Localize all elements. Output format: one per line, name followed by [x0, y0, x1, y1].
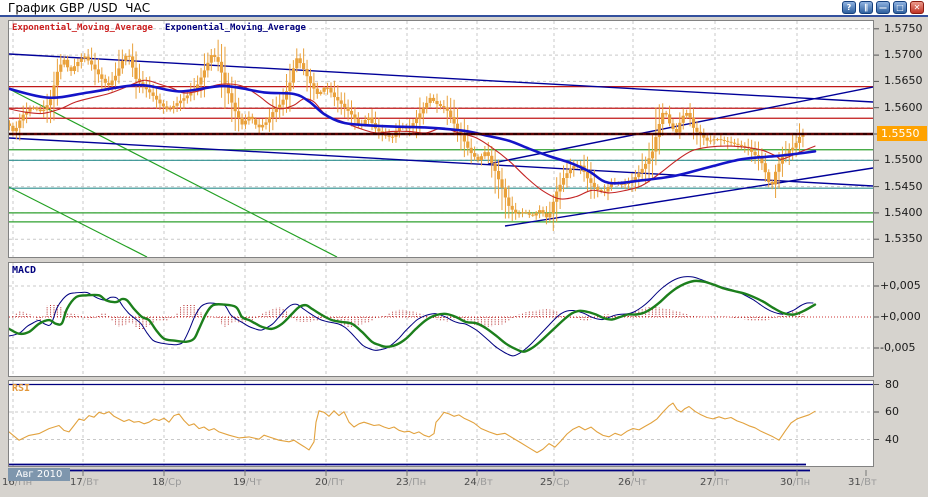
maximize-button[interactable]: □ [893, 1, 907, 14]
minimize-button[interactable]: — [876, 1, 890, 14]
macd-label: MACD [12, 265, 37, 276]
price-chart-panel[interactable]: Exponential_Moving_Average Exponential_M… [8, 20, 874, 258]
ema-slow-label: Exponential_Moving_Average [165, 23, 306, 33]
date-label: 19/Чт [233, 477, 262, 488]
date-label: 16/Пн [2, 477, 33, 488]
date-label: 24/Вт [464, 477, 493, 488]
month-badge: Авг 2010 [8, 468, 70, 481]
date-label: 18/Ср [152, 477, 182, 488]
price-axis-label: 1.5350 [884, 232, 923, 246]
price-axis-label: 1.5450 [884, 179, 923, 193]
macd-axis-label: +0,005 [880, 279, 921, 292]
window-controls: ? ∥ — □ ✕ [842, 1, 924, 14]
pin-button[interactable]: ∥ [859, 1, 873, 14]
macd-axis-label: -0,005 [880, 341, 916, 354]
time-axis[interactable]: Авг 2010 16/Пн 17/Вт 18/Ср 19/Чт 20/Пт 23/Пн 2… [0, 468, 928, 497]
date-label: 20/Пт [315, 477, 345, 488]
date-label: 23/Пн [396, 477, 427, 488]
help-button[interactable]: ? [842, 1, 856, 14]
price-axis-label: 1.5600 [884, 100, 923, 114]
macd-panel[interactable]: MACD [8, 262, 874, 377]
price-axis-label: 1.5650 [884, 74, 923, 88]
ema-fast-label: Exponential_Moving_Average [12, 23, 153, 33]
date-label: 25/Ср [540, 477, 570, 488]
current-price-tag: 1.5550 [877, 126, 927, 141]
titlebar-divider [0, 15, 928, 17]
price-axis-label: 1.5750 [884, 21, 923, 35]
date-label: 30/Пн [780, 477, 811, 488]
rsi-axis-label: 40 [885, 432, 899, 446]
price-axis-label: 1.5500 [884, 153, 923, 167]
rsi-panel[interactable]: RSI [8, 380, 874, 467]
window-titlebar[interactable]: График GBP /USD ЧАС ? ∥ — □ ✕ [0, 0, 928, 15]
date-label: 17/Вт [70, 477, 99, 488]
price-axis-label: 1.5400 [884, 205, 923, 219]
date-label: 26/Чт [618, 477, 647, 488]
date-label: 31/Вт [848, 477, 877, 488]
price-axis-label: 1.5700 [884, 48, 923, 62]
rsi-axis-label: 60 [885, 405, 899, 418]
window-title: График GBP /USD ЧАС [8, 1, 151, 15]
rsi-label: RSI [12, 383, 31, 394]
close-button[interactable]: ✕ [910, 1, 924, 14]
date-label: 27/Пт [700, 477, 730, 488]
rsi-axis-label: 80 [885, 377, 899, 391]
macd-axis-label: +0,000 [880, 310, 921, 323]
